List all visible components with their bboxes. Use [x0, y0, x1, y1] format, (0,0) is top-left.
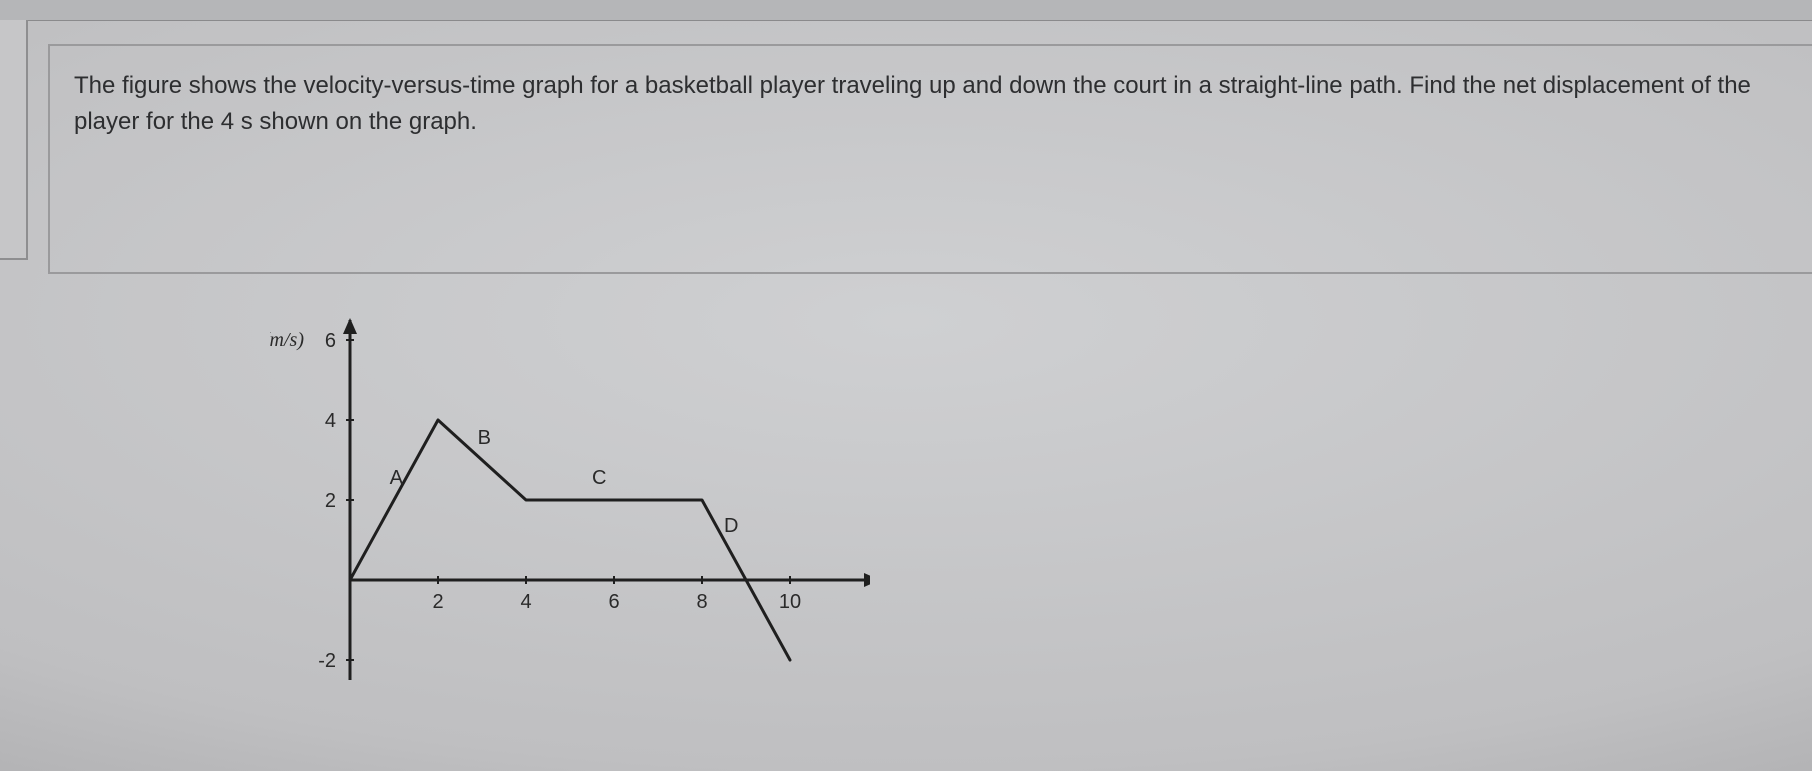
velocity-time-chart: 246810-2246ABCDv (m/s)⬉t (s)	[270, 300, 870, 720]
x-tick-label: 8	[696, 591, 707, 613]
y-tick-label: 4	[325, 410, 336, 432]
y-axis-label: v (m/s)	[270, 329, 304, 351]
y-tick-label: -2	[318, 650, 336, 672]
segment-label-b: B	[478, 427, 491, 449]
x-tick-label: 2	[432, 591, 443, 613]
x-tick-label: 6	[608, 591, 619, 613]
question-text: The figure shows the velocity-versus-tim…	[74, 68, 1792, 140]
x-tick-label: 4	[520, 591, 531, 613]
y-tick-label: 2	[325, 490, 336, 512]
segment-label-d: D	[724, 515, 738, 537]
sidebar-tab	[0, 20, 28, 260]
segment-label-c: C	[592, 467, 606, 489]
y-axis-arrow	[343, 318, 357, 334]
velocity-curve	[350, 420, 790, 660]
x-tick-label: 10	[779, 591, 801, 613]
segment-label-a: A	[390, 467, 404, 489]
x-axis-arrow	[864, 573, 870, 587]
y-tick-label: 6	[325, 330, 336, 352]
